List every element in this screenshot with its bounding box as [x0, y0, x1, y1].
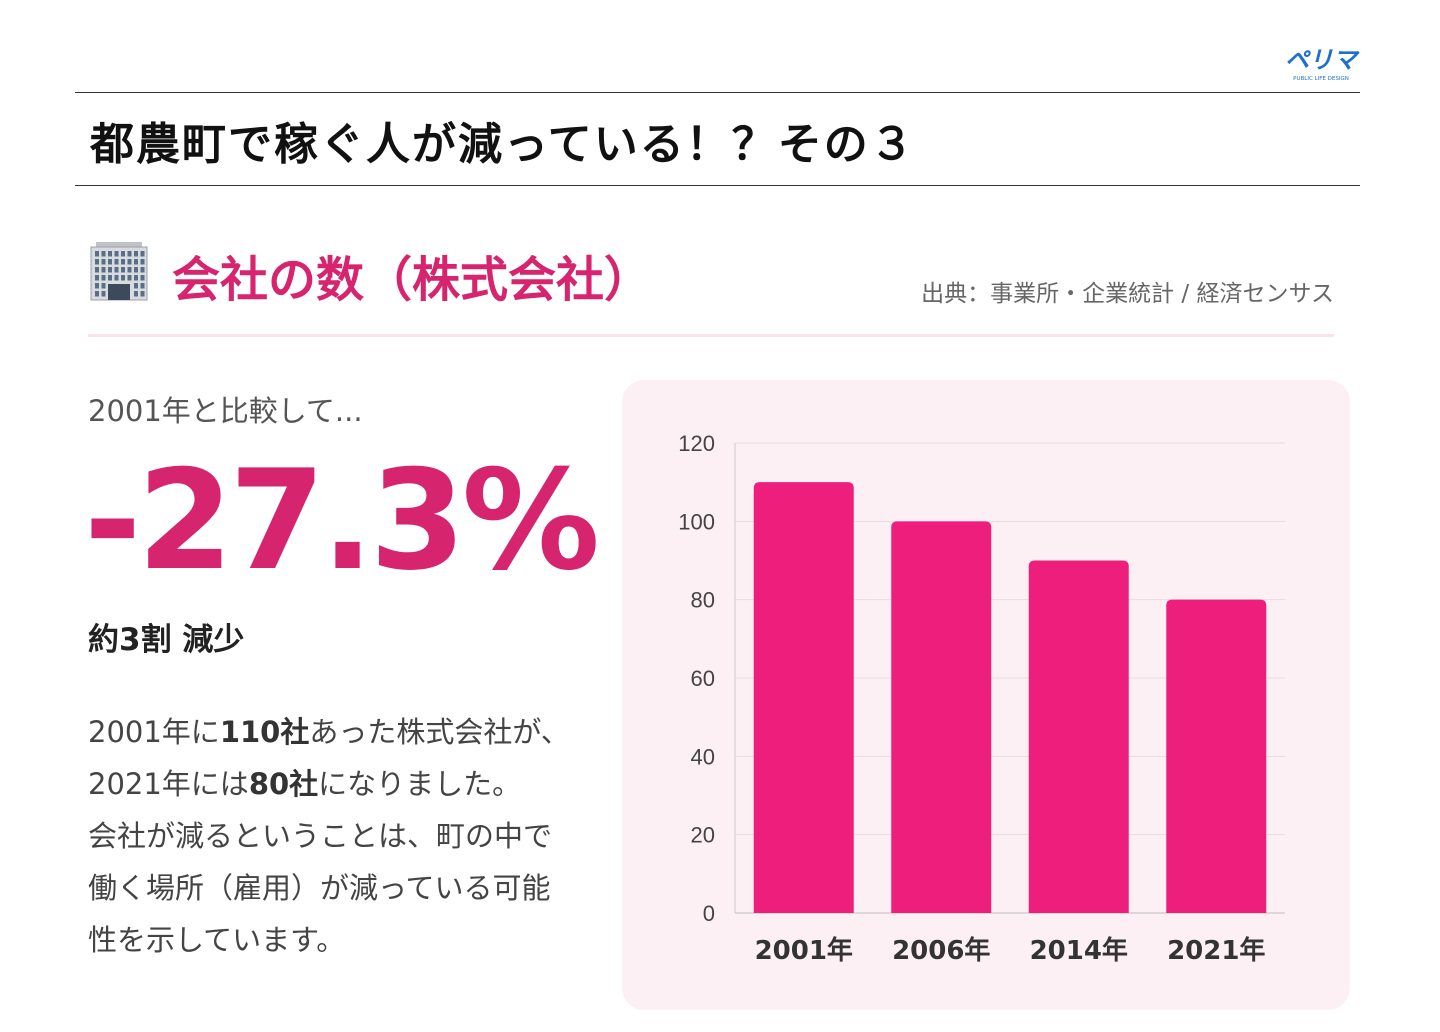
x-tick-label: 2006年: [892, 935, 990, 966]
description: 2001年に110社あった株式会社が、2021年には80社になりました。会社が減…: [88, 706, 578, 966]
desc-text: 会社が減るということは、町の中で働く場所（雇用）が減っている可能性を示しています…: [88, 819, 553, 957]
title-top-rule: [75, 92, 1360, 93]
bar-2001年: [753, 482, 854, 913]
desc-text: 2001年に: [88, 715, 220, 749]
x-tick-label: 2021年: [1167, 935, 1265, 966]
change-percentage: -27.3%: [84, 440, 600, 601]
change-summary: 約3割 減少: [88, 622, 245, 658]
y-tick-label: 80: [691, 588, 715, 613]
y-tick-label: 20: [691, 823, 715, 848]
bar-chart: 0 20 40 60 80 100 120 2001年 2006年 2014年 2021年: [678, 431, 1285, 966]
source-note: 出典：事業所・企業統計 / 経済センサス: [921, 281, 1334, 307]
y-tick-label: 60: [691, 666, 715, 691]
section-divider: [88, 334, 1334, 337]
bar-2014年: [1028, 560, 1129, 913]
office-building-icon: [90, 242, 148, 301]
desc-value-2021: 80社: [248, 767, 319, 801]
y-tick-label: 0: [703, 901, 715, 926]
bar-2006年: [891, 521, 992, 913]
svg-text:PUBLIC LIFE DESIGN: PUBLIC LIFE DESIGN: [1293, 76, 1349, 82]
svg-text:ペリマ: ペリマ: [1285, 46, 1360, 74]
title-bottom-rule: [75, 185, 1360, 186]
desc-text: になりました。: [318, 767, 522, 801]
x-tick-label: 2014年: [1030, 935, 1128, 966]
page-title: 都農町で稼ぐ人が減っている！？その３: [90, 119, 916, 170]
company-logo: ペリマ PUBLIC LIFE DESIGN: [1285, 46, 1360, 82]
section-heading: 会社の数（株式会社）: [172, 252, 653, 308]
y-tick-label: 120: [678, 431, 715, 456]
y-tick-label: 100: [678, 509, 715, 534]
comparison-label: 2001年と比較して...: [88, 394, 363, 428]
desc-value-2001: 110社: [219, 715, 310, 749]
bar-2021年: [1166, 599, 1267, 913]
desc-text: あった株式会社が、2021年には: [88, 715, 570, 801]
x-tick-label: 2001年: [755, 935, 853, 966]
y-tick-label: 40: [691, 744, 715, 769]
